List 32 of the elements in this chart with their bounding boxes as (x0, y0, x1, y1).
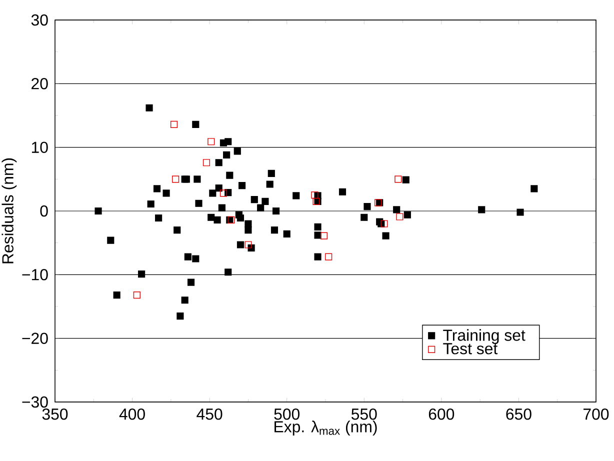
point (202, 159, 210, 166)
point (311, 192, 318, 199)
x-tick-label: 350 (42, 408, 68, 420)
x-tick-label: 450 (196, 408, 222, 420)
x-tick-label: 400 (119, 408, 145, 420)
point (396, 213, 404, 220)
y-tick-label: 20 (32, 78, 48, 90)
y-tick-label: 30 (31, 14, 48, 26)
legend-label: Training set (443, 329, 526, 344)
y-tick-label: −10 (22, 269, 48, 280)
point (325, 253, 332, 260)
point (133, 292, 140, 299)
y-tick-label: 10 (32, 142, 48, 153)
point (208, 138, 215, 146)
point (394, 176, 402, 183)
point (380, 220, 388, 228)
x-tick-label: 550 (351, 408, 377, 420)
x-tick-label: 700 (584, 408, 609, 420)
point (170, 120, 178, 128)
x-axis-title: Exp. λ$_{max}$ (nm) (274, 420, 377, 436)
point (220, 190, 228, 197)
point (172, 176, 180, 183)
point (244, 241, 252, 248)
x-tick-label: 650 (506, 408, 532, 420)
x-tick-label: 600 (428, 408, 454, 420)
legend-label: Test set (443, 343, 498, 354)
x-tick-label: 500 (274, 408, 300, 420)
y-axis-title: Residuals (nm) (2, 158, 17, 264)
y-tick-label: −20 (22, 332, 48, 344)
y-tick-label: 0 (40, 205, 48, 217)
point (320, 232, 328, 240)
y-tick-label: −30 (22, 396, 48, 408)
